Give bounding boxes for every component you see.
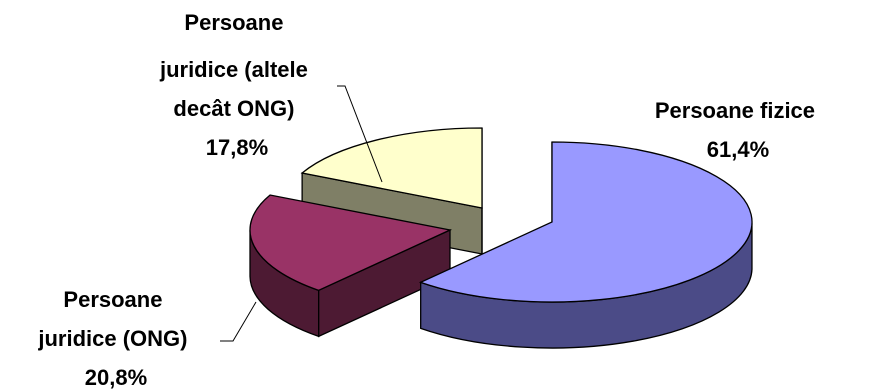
label-line: juridice (ONG): [37, 326, 187, 351]
value-label: 17,8%: [206, 135, 268, 160]
slice-label-persoane-juridice-ong: Persoane juridice (ONG) 20,8%: [37, 287, 193, 390]
leader-line-persoane-juridice-altele-decat-ong: [337, 85, 383, 183]
value-label: 20,8%: [85, 365, 147, 390]
slice-label-persoane-juridice-altele: Persoane juridice (altele decât ONG) 17,…: [159, 10, 314, 160]
label-line: Persoane fizice: [655, 98, 815, 123]
slice-persoane-juridice-ong: [249, 194, 453, 338]
leader-line-persoane-juridice-ong: [220, 301, 257, 342]
label-line: Persoane: [184, 10, 283, 35]
slice-persoane-fizice: [418, 141, 753, 349]
label-line: decât ONG): [173, 96, 294, 121]
slice-top: [418, 141, 753, 303]
slice-label-persoane-fizice: Persoane fizice 61,4%: [655, 98, 821, 162]
pie-slices: [249, 127, 753, 349]
slice-top: [249, 194, 453, 292]
value-label: 61,4%: [707, 137, 769, 162]
label-line: Persoane: [63, 287, 162, 312]
slice-top: [300, 127, 483, 209]
label-line: juridice (altele: [159, 57, 308, 82]
leader-lines: [220, 85, 383, 342]
